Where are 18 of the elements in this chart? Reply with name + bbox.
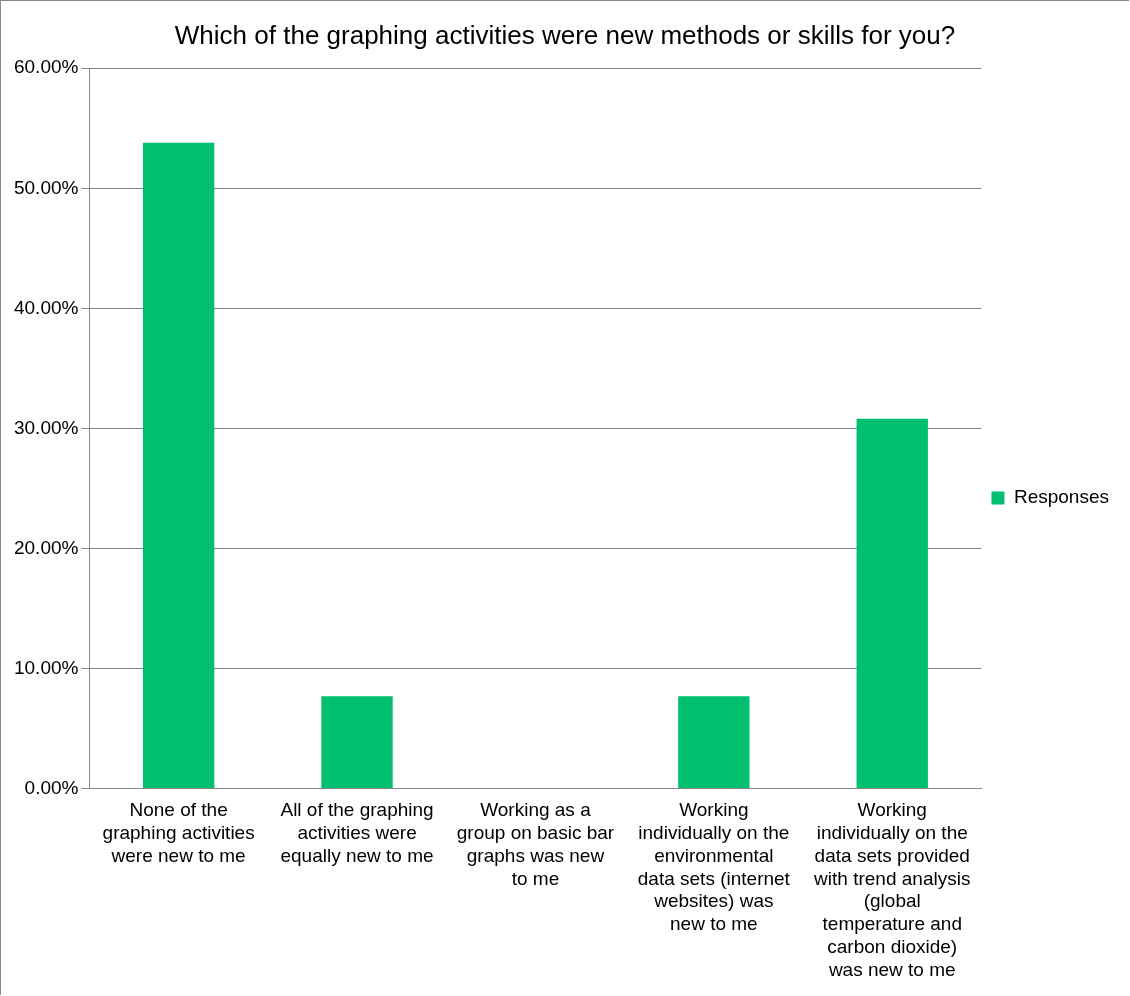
y-tick-label: 60.00% [13,56,79,78]
x-tick-label: Working individually on the data sets provided with trend analysis (global temperature and carbon dioxide) was new to me [813,799,971,980]
y-tick-label: 0.00% [24,776,79,798]
x-tick-label: Working individually on the environmental data sets (internet websites) was new to me [637,799,791,935]
bar [321,696,393,789]
chart-title: Which of the graphing activities were new methods or skills for you? [174,19,956,50]
bar [678,696,750,789]
y-tick-label: 40.00% [13,296,79,318]
y-tick-label: 30.00% [13,416,79,438]
y-tick-label: 10.00% [13,656,79,678]
x-tick-label: All of the graphing activities were equally new to me [280,799,434,866]
bar [142,142,215,789]
bar [856,418,928,789]
y-tick-label: 20.00% [13,536,79,558]
legend-label: Responses [1013,486,1110,508]
x-tick-label: Working as a group on basic bar graphs was new to me [456,799,615,889]
y-tick-label: 50.00% [13,176,79,198]
x-tick-label: None of the graphing activities were new to me [102,799,255,866]
